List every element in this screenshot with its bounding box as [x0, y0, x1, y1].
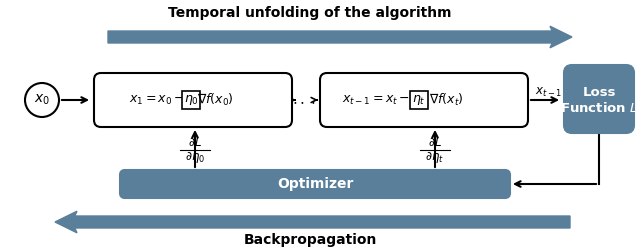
Text: $\cdot\cdot\cdot$: $\cdot\cdot\cdot$ [292, 94, 316, 110]
Text: $\partial L$: $\partial L$ [188, 136, 202, 149]
Text: $\partial \eta_0$: $\partial \eta_0$ [185, 150, 205, 165]
Text: Temporal unfolding of the algorithm: Temporal unfolding of the algorithm [168, 6, 452, 20]
FancyBboxPatch shape [320, 73, 528, 127]
Text: $x_{t-1}$: $x_{t-1}$ [535, 86, 562, 98]
Text: $\partial L$: $\partial L$ [428, 136, 442, 149]
Text: $x_{t-1} = x_t -$: $x_{t-1} = x_t -$ [342, 94, 410, 106]
Text: $\eta_0$: $\eta_0$ [184, 93, 198, 107]
Text: Optimizer: Optimizer [277, 177, 353, 191]
FancyArrow shape [108, 26, 572, 48]
Text: $\eta_t$: $\eta_t$ [412, 93, 426, 107]
Text: Function $L$: Function $L$ [560, 101, 638, 115]
FancyBboxPatch shape [564, 65, 634, 133]
Text: Backpropagation: Backpropagation [243, 233, 377, 247]
Text: Loss: Loss [582, 86, 616, 98]
Text: $x_1 = x_0 -$: $x_1 = x_0 -$ [129, 94, 185, 106]
Text: $\nabla f(x_0)$: $\nabla f(x_0)$ [196, 92, 234, 108]
Text: $\nabla f(x_t)$: $\nabla f(x_t)$ [429, 92, 463, 108]
Text: $x_0$: $x_0$ [34, 93, 50, 107]
FancyBboxPatch shape [94, 73, 292, 127]
Text: $\partial \eta_t$: $\partial \eta_t$ [426, 150, 445, 165]
FancyBboxPatch shape [120, 170, 510, 198]
Circle shape [25, 83, 59, 117]
FancyArrow shape [55, 211, 570, 233]
